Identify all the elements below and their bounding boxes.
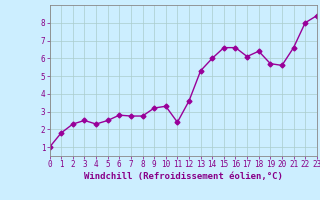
X-axis label: Windchill (Refroidissement éolien,°C): Windchill (Refroidissement éolien,°C): [84, 172, 283, 181]
